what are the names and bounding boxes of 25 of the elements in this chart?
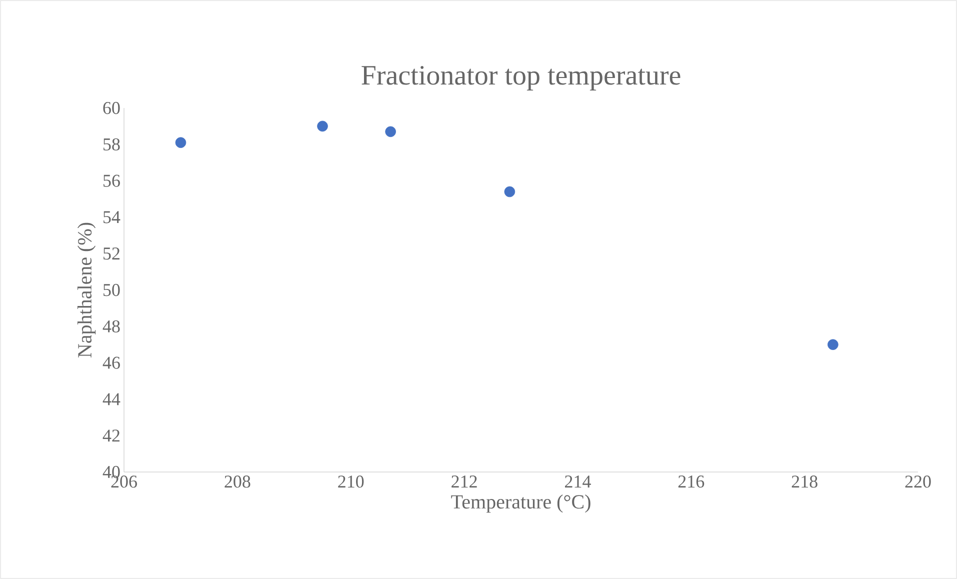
x-axis-title: Temperature (°C) [451, 494, 590, 513]
y-tick-label: 48 [102, 320, 120, 332]
y-tick-label: 46 [102, 356, 120, 369]
x-tick-label: 216 [678, 476, 704, 488]
y-tick-label: 52 [104, 248, 120, 260]
point [175, 137, 186, 148]
x-tick-label: 212 [452, 476, 477, 488]
point [828, 339, 838, 350]
y-tick-label: 42 [102, 430, 120, 442]
x-tick-label: 208 [224, 476, 250, 488]
y-tick-label: 50 [104, 284, 120, 296]
x-tick-label: 220 [905, 476, 931, 488]
point [504, 186, 516, 198]
y-axis-title: Naphthalene (%) [77, 222, 96, 358]
y-tick-label: 54 [104, 211, 120, 224]
x-tick-label: 210 [338, 476, 364, 488]
point [317, 120, 328, 132]
x-tick-label: 218 [792, 476, 818, 488]
y-tick-label: 60 [103, 102, 120, 114]
y-tick-label: 58 [104, 138, 120, 150]
chart-title: Fractionator top temperature [362, 66, 680, 90]
y-tick-label: 56 [104, 174, 120, 187]
point [385, 126, 396, 138]
y-tick-label: 44 [102, 393, 120, 406]
x-tick-label: 214 [565, 476, 591, 488]
